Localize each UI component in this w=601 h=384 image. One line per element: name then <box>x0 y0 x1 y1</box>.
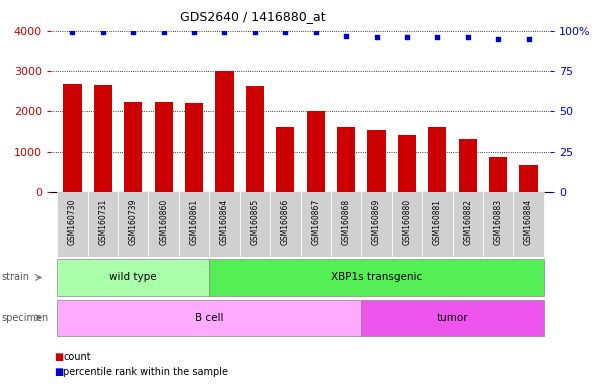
Point <box>341 33 351 39</box>
Bar <box>337 127 355 192</box>
Text: percentile rank within the sample: percentile rank within the sample <box>63 367 228 377</box>
Text: GSM160865: GSM160865 <box>251 199 260 245</box>
Bar <box>94 85 112 192</box>
Bar <box>361 192 392 257</box>
Point <box>219 29 229 35</box>
Bar <box>489 157 507 192</box>
Bar <box>246 86 264 192</box>
Text: GSM160861: GSM160861 <box>189 199 198 245</box>
Text: GSM160869: GSM160869 <box>372 199 381 245</box>
Text: GSM160884: GSM160884 <box>524 199 533 245</box>
Point <box>433 34 442 40</box>
Bar <box>361 300 544 336</box>
Bar <box>513 192 544 257</box>
Text: wild type: wild type <box>109 272 157 283</box>
Text: strain: strain <box>1 272 29 283</box>
Point <box>402 34 412 40</box>
Text: ■: ■ <box>54 367 63 377</box>
Bar <box>63 84 82 192</box>
Bar <box>124 103 142 192</box>
Text: GSM160880: GSM160880 <box>403 199 412 245</box>
Bar <box>307 111 325 192</box>
Bar <box>276 127 294 192</box>
Bar <box>398 135 416 192</box>
Bar <box>392 192 422 257</box>
Text: tumor: tumor <box>437 313 468 323</box>
Bar <box>459 139 477 192</box>
Bar <box>185 103 203 192</box>
Bar <box>57 300 361 336</box>
Text: B cell: B cell <box>195 313 224 323</box>
Point <box>463 34 472 40</box>
Bar <box>367 130 386 192</box>
Bar <box>209 259 544 296</box>
Text: GSM160867: GSM160867 <box>311 199 320 245</box>
Text: specimen: specimen <box>1 313 49 323</box>
Bar <box>453 192 483 257</box>
Text: GSM160730: GSM160730 <box>68 199 77 245</box>
Text: GSM160868: GSM160868 <box>341 199 350 245</box>
Text: ■: ■ <box>54 352 63 362</box>
Bar <box>240 192 270 257</box>
Bar <box>118 192 148 257</box>
Text: GSM160883: GSM160883 <box>493 199 502 245</box>
Text: GSM160860: GSM160860 <box>159 199 168 245</box>
Point <box>372 34 382 40</box>
Bar <box>300 192 331 257</box>
Text: GDS2640 / 1416880_at: GDS2640 / 1416880_at <box>180 10 325 23</box>
Text: GSM160864: GSM160864 <box>220 199 229 245</box>
Text: GSM160739: GSM160739 <box>129 199 138 245</box>
Bar <box>331 192 361 257</box>
Text: GSM160866: GSM160866 <box>281 199 290 245</box>
Point <box>189 29 199 35</box>
Bar <box>209 192 240 257</box>
Point <box>159 29 168 35</box>
Bar <box>154 103 172 192</box>
Point <box>493 36 503 42</box>
Text: GSM160882: GSM160882 <box>463 199 472 245</box>
Point <box>67 29 77 35</box>
Bar <box>88 192 118 257</box>
Bar <box>519 165 538 192</box>
Text: count: count <box>63 352 91 362</box>
Text: GSM160731: GSM160731 <box>99 199 108 245</box>
Text: XBP1s transgenic: XBP1s transgenic <box>331 272 422 283</box>
Bar <box>483 192 513 257</box>
Bar <box>179 192 209 257</box>
Point <box>311 29 320 35</box>
Bar <box>57 259 209 296</box>
Point <box>129 29 138 35</box>
Point <box>98 29 108 35</box>
Point <box>524 36 534 42</box>
Bar <box>429 127 447 192</box>
Bar <box>422 192 453 257</box>
Bar <box>148 192 179 257</box>
Bar <box>57 192 88 257</box>
Text: GSM160881: GSM160881 <box>433 199 442 245</box>
Bar <box>270 192 300 257</box>
Bar <box>215 71 234 192</box>
Point <box>281 29 290 35</box>
Point <box>250 29 260 35</box>
